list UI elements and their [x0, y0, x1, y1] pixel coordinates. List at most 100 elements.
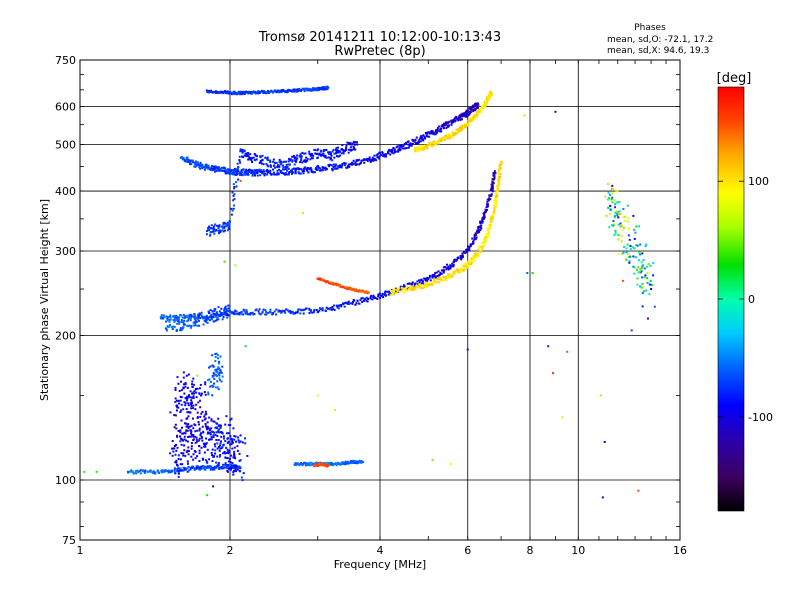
data-point: [232, 456, 235, 459]
data-point: [204, 393, 207, 396]
data-point: [193, 165, 196, 168]
data-point: [174, 397, 177, 400]
data-point: [308, 150, 311, 153]
data-point: [223, 306, 226, 309]
data-point: [230, 417, 233, 420]
data-point: [212, 167, 215, 170]
data-point: [442, 271, 445, 274]
data-point: [432, 141, 435, 144]
data-point: [208, 89, 211, 92]
phase-panel-line-o: mean, sd,O: -72.1, 17.2: [607, 35, 713, 45]
data-points: [83, 85, 656, 499]
data-point: [220, 466, 223, 469]
data-point: [324, 88, 327, 91]
data-point: [189, 319, 192, 322]
data-point: [212, 169, 215, 172]
data-point: [210, 313, 213, 316]
data-point: [259, 313, 262, 316]
data-point: [259, 159, 262, 162]
data-point: [480, 110, 483, 113]
data-point: [319, 167, 322, 170]
data-point: [193, 318, 196, 321]
data-point: [185, 417, 188, 420]
data-point: [466, 348, 469, 351]
data-point: [216, 380, 219, 383]
data-point: [650, 284, 653, 287]
data-point: [416, 148, 419, 151]
data-point: [609, 209, 612, 212]
data-point: [226, 448, 229, 451]
data-point: [283, 160, 286, 163]
data-point: [193, 321, 196, 324]
data-point: [337, 155, 340, 158]
data-point: [197, 466, 200, 469]
data-point: [176, 315, 179, 318]
data-point: [484, 211, 487, 214]
data-point: [443, 138, 446, 141]
data-point: [463, 112, 466, 115]
data-point: [345, 286, 348, 289]
data-point: [336, 284, 339, 287]
data-point: [215, 431, 218, 434]
data-point: [206, 321, 209, 324]
data-point: [239, 434, 242, 437]
data-point: [309, 464, 312, 467]
data-point: [235, 467, 238, 470]
data-point: [218, 424, 221, 427]
data-point: [477, 226, 480, 229]
data-point: [347, 300, 350, 303]
data-point: [387, 150, 390, 153]
data-point: [437, 142, 440, 145]
data-point: [601, 496, 604, 499]
data-point: [474, 233, 477, 236]
data-point: [482, 103, 485, 106]
data-point: [343, 462, 346, 465]
data-point: [351, 142, 354, 145]
data-point: [466, 263, 469, 266]
data-point: [211, 318, 214, 321]
data-point: [407, 143, 410, 146]
data-point: [219, 369, 222, 372]
data-point: [462, 250, 465, 253]
data-point: [183, 435, 186, 438]
data-point: [237, 165, 240, 168]
data-point: [267, 311, 270, 314]
data-point: [185, 425, 188, 428]
data-point: [473, 236, 476, 239]
data-point: [272, 158, 275, 161]
data-point: [334, 282, 337, 285]
data-point: [225, 225, 228, 228]
data-point: [450, 121, 453, 124]
data-point: [330, 462, 333, 465]
data-point: [240, 476, 243, 479]
data-point: [312, 88, 315, 91]
data-point: [314, 152, 317, 155]
data-point: [393, 292, 396, 295]
data-point: [492, 178, 495, 181]
data-point: [264, 309, 267, 312]
data-point: [366, 292, 369, 295]
data-point: [323, 148, 326, 151]
data-point: [288, 310, 291, 313]
data-point: [266, 173, 269, 176]
data-point: [290, 169, 293, 172]
data-point: [278, 161, 281, 164]
data-point: [447, 121, 450, 124]
data-point: [432, 131, 435, 134]
data-point: [552, 372, 555, 375]
data-point: [270, 89, 273, 92]
data-point: [275, 308, 278, 311]
data-point: [438, 137, 441, 140]
data-point: [340, 305, 343, 308]
data-point: [455, 115, 458, 118]
data-point: [438, 276, 441, 279]
data-point: [187, 404, 190, 407]
data-point: [296, 167, 299, 170]
data-point: [316, 311, 319, 314]
data-point: [355, 302, 358, 305]
data-point: [605, 214, 608, 217]
data-point: [195, 391, 198, 394]
data-point: [240, 91, 243, 94]
data-point: [296, 311, 299, 314]
data-point: [192, 465, 195, 468]
